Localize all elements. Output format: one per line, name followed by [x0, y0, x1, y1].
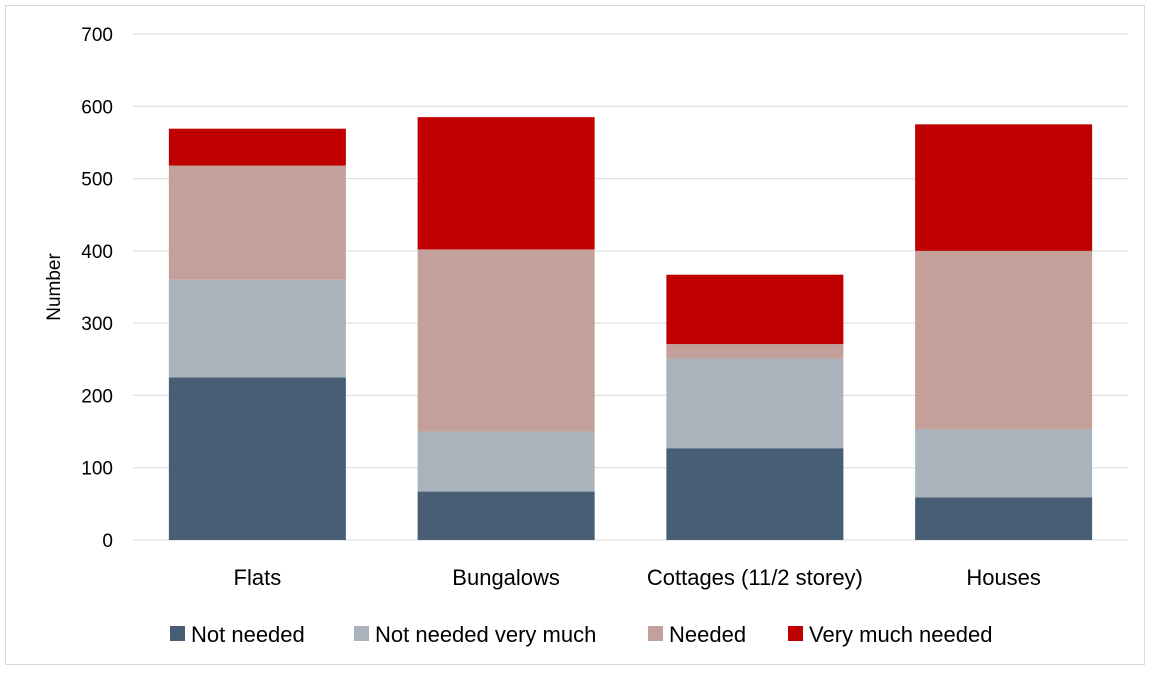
bar-segment	[915, 429, 1093, 498]
bar-segment	[915, 124, 1093, 251]
legend-label: Very much needed	[809, 622, 992, 647]
legend-label: Not needed	[191, 622, 305, 647]
legend-swatch	[354, 626, 369, 641]
x-category-label: Bungalows	[452, 565, 560, 590]
bar-segment	[666, 358, 844, 449]
legend-swatch	[788, 626, 803, 641]
y-tick-label: 100	[81, 459, 113, 480]
y-tick-label: 700	[81, 25, 113, 46]
y-tick-label: 200	[81, 386, 113, 407]
x-category-label: Houses	[966, 565, 1041, 590]
bar-segment	[168, 279, 346, 378]
x-category-label: Cottages (11/2 storey)	[647, 565, 863, 590]
bar-segment	[417, 491, 595, 540]
bar-segment	[666, 344, 844, 359]
legend: Not needed Not needed very much Needed Very…	[170, 622, 992, 647]
bar-segment	[417, 249, 595, 432]
y-axis-ticks: 0 100 200 300 400 500 600 700	[81, 25, 113, 552]
bar-segment	[168, 128, 346, 166]
y-tick-label: 300	[81, 314, 113, 335]
bar-segment	[417, 431, 595, 492]
bar-segment	[417, 117, 595, 250]
bar-segment	[915, 250, 1093, 430]
bar-segment	[666, 448, 844, 540]
x-category-label: Flats	[234, 565, 282, 590]
bar-segment	[915, 497, 1093, 540]
y-axis-label: Number	[44, 253, 65, 321]
bar-segment	[168, 165, 346, 280]
bar-segment	[168, 377, 346, 540]
x-axis-categories: Flats Bungalows Cottages (11/2 storey) Hous…	[234, 565, 1041, 590]
bars	[168, 117, 1093, 540]
legend-label: Needed	[669, 622, 746, 647]
bar-segment	[666, 274, 844, 345]
y-tick-label: 0	[102, 531, 113, 552]
y-tick-label: 500	[81, 170, 113, 191]
legend-swatch	[170, 626, 185, 641]
y-tick-label: 400	[81, 242, 113, 263]
legend-label: Not needed very much	[375, 622, 596, 647]
y-tick-label: 600	[81, 97, 113, 118]
legend-swatch	[648, 626, 663, 641]
